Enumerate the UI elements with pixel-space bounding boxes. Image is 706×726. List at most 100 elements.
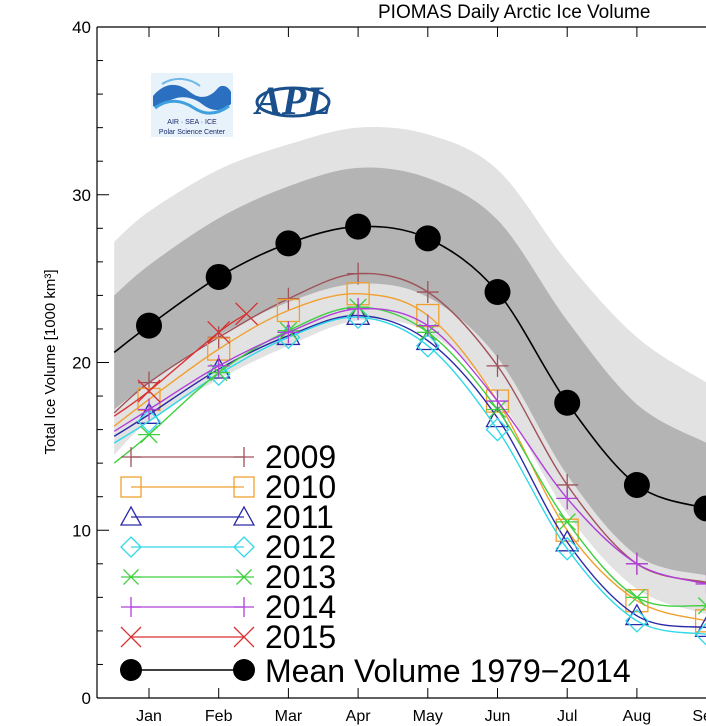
legend-label: 2009	[265, 439, 336, 475]
series-2014	[113, 297, 706, 595]
series-2014-point	[695, 572, 706, 595]
mean-point	[554, 389, 581, 416]
y-tick-label: 30	[72, 186, 91, 205]
series-2011-point	[694, 616, 706, 637]
legend-2013-point	[121, 569, 141, 585]
legend-2011-point	[232, 505, 256, 526]
legend-2014-point	[121, 597, 141, 617]
series-2013	[113, 298, 706, 615]
mean-point	[345, 213, 372, 240]
series-2009-point	[207, 326, 230, 349]
legend-entry-mean: Mean Volume 1979−2014	[120, 653, 631, 689]
series-2015	[113, 302, 259, 417]
series-2012-point	[485, 417, 510, 442]
apl-ring	[255, 86, 331, 118]
mean-point	[205, 263, 232, 290]
series-2012-point	[555, 536, 580, 561]
series-2010-point	[694, 609, 706, 633]
legend-2013-point	[234, 569, 254, 585]
legend-entry-2013: 2013	[121, 559, 336, 595]
mean-point	[693, 495, 706, 522]
x-tick-label: Mar	[275, 708, 303, 725]
series-2014-point	[416, 314, 439, 337]
legend-2010-point	[120, 476, 142, 498]
legend-2015-point	[120, 626, 142, 648]
series-2015-point	[235, 302, 259, 326]
series-2014-point	[207, 354, 230, 377]
psc-tagline: AIR · SEA · ICE	[167, 119, 217, 126]
legend-mean-dot	[233, 659, 255, 681]
series-2014-point	[138, 398, 160, 421]
series-2012-point	[346, 305, 371, 330]
legend-entry-2009: 2009	[121, 439, 336, 475]
series-2014-point	[625, 552, 648, 575]
legend-label: 2012	[265, 529, 336, 565]
legend-label: 2013	[265, 559, 336, 595]
legend-label: 2010	[265, 469, 336, 505]
series-2010-point	[625, 589, 649, 613]
mean-point	[623, 471, 650, 498]
legend-entry-2014: 2014	[121, 589, 336, 625]
psc-wave	[153, 84, 231, 110]
y-axis-label: Total Ice Volume [1000 km³]	[42, 269, 59, 454]
series-2015-point	[207, 320, 231, 344]
mean-point	[136, 312, 162, 339]
mean-point	[414, 225, 441, 252]
x-tick-label: Sep	[692, 708, 706, 725]
legend-entry-2015: 2015	[120, 619, 336, 655]
mean-point	[275, 230, 302, 257]
series-2009-point	[138, 371, 160, 394]
series-line-2010	[113, 292, 706, 622]
legend-2011-point	[119, 505, 143, 526]
y-tick-label: 40	[72, 18, 91, 37]
series-line-2014	[113, 307, 706, 585]
series-2013-point	[695, 597, 706, 615]
mean-point	[484, 279, 511, 306]
series-line-2015	[113, 313, 247, 417]
legend-2012-point	[120, 536, 142, 558]
series-2012-point	[415, 333, 440, 358]
series-2009-point	[347, 262, 370, 285]
series-2009-point	[416, 281, 439, 304]
y-tick-label: 20	[72, 354, 91, 373]
series-2013-point	[138, 425, 160, 444]
series-2011-point	[345, 303, 371, 325]
legend-2009-point	[121, 447, 141, 467]
apl-logo: APL	[252, 78, 331, 123]
legend-entry-2011: 2011	[119, 499, 334, 535]
series-2014-point	[347, 297, 370, 320]
series-2014-point	[277, 321, 300, 344]
legend-2009-point	[234, 447, 254, 467]
x-tick-label: Apr	[346, 708, 372, 725]
series-2009-point	[486, 354, 509, 377]
x-tick-label: Jan	[136, 708, 162, 725]
psc-wave	[161, 78, 201, 87]
polar-science-center-logo: AIR · SEA · ICE Polar Science Center	[151, 73, 233, 137]
x-tick-label: Aug	[623, 708, 651, 725]
series-line-2011	[113, 314, 706, 629]
legend-entry-2012: 2012	[120, 529, 336, 565]
legend-label: Mean Volume 1979−2014	[265, 653, 631, 689]
series-2009-point	[277, 287, 300, 310]
x-tick-label: May	[413, 708, 443, 725]
x-tick-label: Jul	[557, 708, 577, 725]
series-2012-point	[137, 409, 161, 434]
inner-std-band	[114, 167, 706, 576]
legend-2010-point	[233, 476, 255, 498]
series-line-2013	[113, 306, 706, 607]
psc-name: Polar Science Center	[159, 129, 226, 136]
x-tick-label: Feb	[205, 708, 233, 725]
legend-mean-dot	[120, 659, 142, 681]
series-2012-point	[694, 622, 706, 646]
legend-2014-point	[234, 597, 254, 617]
y-tick-label: 0	[82, 689, 91, 708]
series-2011-point	[624, 603, 650, 626]
legend-2012-point	[233, 536, 255, 558]
series-2014-point	[556, 487, 579, 510]
series-2013-point	[556, 513, 579, 531]
series-2013-point	[625, 588, 648, 607]
apl-letters: APL	[252, 78, 331, 123]
legend-label: 2011	[265, 499, 334, 535]
